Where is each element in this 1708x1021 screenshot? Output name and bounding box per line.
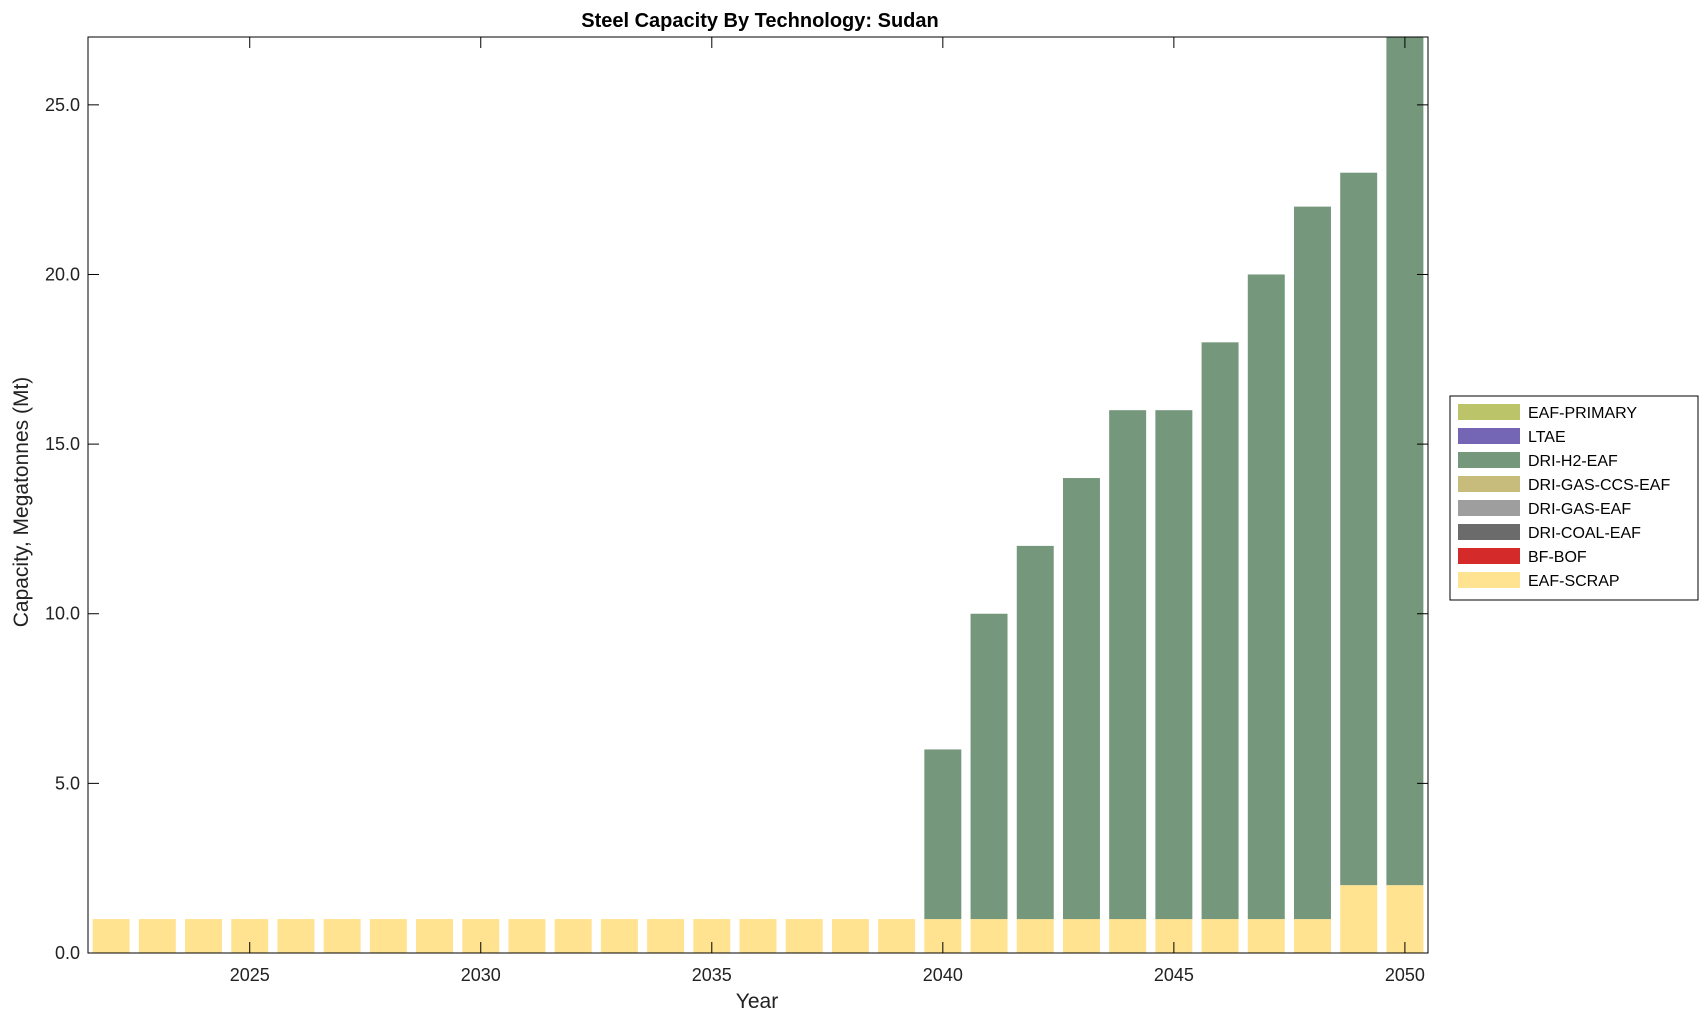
x-tick-label: 2050 bbox=[1385, 965, 1425, 985]
legend-label-dri-coal-eaf: DRI-COAL-EAF bbox=[1528, 525, 1641, 542]
bar-eaf-scrap-2048 bbox=[1294, 919, 1331, 953]
bar-eaf-scrap-2039 bbox=[878, 919, 916, 953]
y-tick-label: 0.0 bbox=[55, 943, 80, 963]
bar-dri-h2-eaf-2043 bbox=[1062, 478, 1100, 920]
bar-dri-h2-eaf-2045 bbox=[1155, 410, 1193, 920]
bars-group bbox=[92, 37, 1424, 953]
legend-label-ltae: LTAE bbox=[1528, 429, 1566, 446]
plot-frame bbox=[87, 36, 1429, 954]
bar-eaf-scrap-2038 bbox=[831, 919, 869, 953]
bar-eaf-scrap-2026 bbox=[277, 919, 315, 953]
bar-eaf-scrap-2050 bbox=[1386, 885, 1424, 953]
bar-eaf-scrap-2036 bbox=[739, 919, 777, 953]
bar-eaf-scrap-2031 bbox=[508, 919, 546, 953]
x-axis: 2025 2030 2035 2040 2045 2050 bbox=[230, 37, 1425, 985]
bar-dri-h2-eaf-2042 bbox=[1016, 545, 1054, 920]
legend-label-dri-gas-ccs-eaf: DRI-GAS-CCS-EAF bbox=[1528, 477, 1670, 494]
y-tick-label: 5.0 bbox=[55, 773, 80, 793]
bar-eaf-scrap-2024 bbox=[185, 919, 222, 953]
bar-eaf-scrap-2047 bbox=[1247, 919, 1285, 953]
x-tick-label: 2040 bbox=[923, 965, 963, 985]
legend-box bbox=[1449, 395, 1699, 601]
legend-swatch-ltae bbox=[1458, 428, 1520, 444]
bar-eaf-scrap-2032 bbox=[554, 919, 592, 953]
bar-eaf-scrap-2046 bbox=[1201, 919, 1239, 953]
y-tick-label: 20.0 bbox=[45, 264, 80, 284]
bar-dri-h2-eaf-2049 bbox=[1340, 172, 1378, 886]
legend: EAF-PRIMARY LTAE DRI-H2-EAF DRI-GAS-CCS-EAF… bbox=[1449, 395, 1699, 601]
bar-dri-h2-eaf-2044 bbox=[1109, 410, 1147, 920]
bar-dri-h2-eaf-2041 bbox=[970, 613, 1008, 920]
bar-eaf-scrap-2027 bbox=[323, 919, 361, 953]
chart-title: Steel Capacity By Technology: Sudan bbox=[581, 10, 938, 32]
bar-eaf-scrap-2049 bbox=[1340, 885, 1378, 953]
legend-label-dri-h2-eaf: DRI-H2-EAF bbox=[1528, 453, 1618, 470]
bar-eaf-scrap-2042 bbox=[1016, 919, 1054, 953]
legend-label-dri-gas-eaf: DRI-GAS-EAF bbox=[1528, 501, 1631, 518]
y-tick-label: 25.0 bbox=[45, 95, 80, 115]
x-tick-label: 2025 bbox=[230, 965, 270, 985]
bar-eaf-scrap-2023 bbox=[138, 919, 176, 953]
bar-eaf-scrap-2041 bbox=[970, 919, 1008, 953]
bar-eaf-scrap-2037 bbox=[785, 919, 823, 953]
legend-swatch-eaf-scrap bbox=[1458, 572, 1520, 588]
legend-swatch-dri-coal-eaf bbox=[1458, 524, 1520, 540]
bar-dri-h2-eaf-2046 bbox=[1201, 342, 1239, 920]
legend-swatch-eaf-primary bbox=[1458, 404, 1520, 420]
bar-dri-h2-eaf-2050 bbox=[1386, 37, 1424, 886]
legend-label-eaf-scrap: EAF-SCRAP bbox=[1528, 573, 1620, 590]
bar-eaf-scrap-2044 bbox=[1109, 919, 1147, 953]
bar-eaf-scrap-2029 bbox=[416, 919, 454, 953]
bar-dri-h2-eaf-2048 bbox=[1294, 206, 1331, 920]
bar-eaf-scrap-2028 bbox=[369, 919, 407, 953]
bar-eaf-scrap-2043 bbox=[1062, 919, 1100, 953]
x-axis-label: Year bbox=[736, 990, 778, 1013]
bar-dri-h2-eaf-2040 bbox=[924, 749, 962, 920]
x-tick-label: 2035 bbox=[692, 965, 732, 985]
legend-swatch-dri-gas-ccs-eaf bbox=[1458, 476, 1520, 492]
y-tick-label: 10.0 bbox=[45, 604, 80, 624]
bar-eaf-scrap-2034 bbox=[647, 919, 685, 953]
legend-swatch-dri-h2-eaf bbox=[1458, 452, 1520, 468]
y-axis: 0.0 5.0 10.0 15.0 20.0 25.0 bbox=[45, 95, 1428, 963]
x-tick-label: 2045 bbox=[1154, 965, 1194, 985]
bar-eaf-scrap-2022 bbox=[92, 919, 130, 953]
y-tick-label: 15.0 bbox=[45, 434, 80, 454]
legend-swatch-dri-gas-eaf bbox=[1458, 500, 1520, 516]
bar-eaf-scrap-2033 bbox=[600, 919, 638, 953]
legend-label-bf-bof: BF-BOF bbox=[1528, 549, 1587, 566]
bar-dri-h2-eaf-2047 bbox=[1247, 274, 1285, 920]
legend-label-eaf-primary: EAF-PRIMARY bbox=[1528, 405, 1637, 422]
y-axis-label: Capacity, Megatonnes (Mt) bbox=[10, 377, 33, 628]
x-tick-label: 2030 bbox=[461, 965, 501, 985]
legend-swatch-bf-bof bbox=[1458, 548, 1520, 564]
